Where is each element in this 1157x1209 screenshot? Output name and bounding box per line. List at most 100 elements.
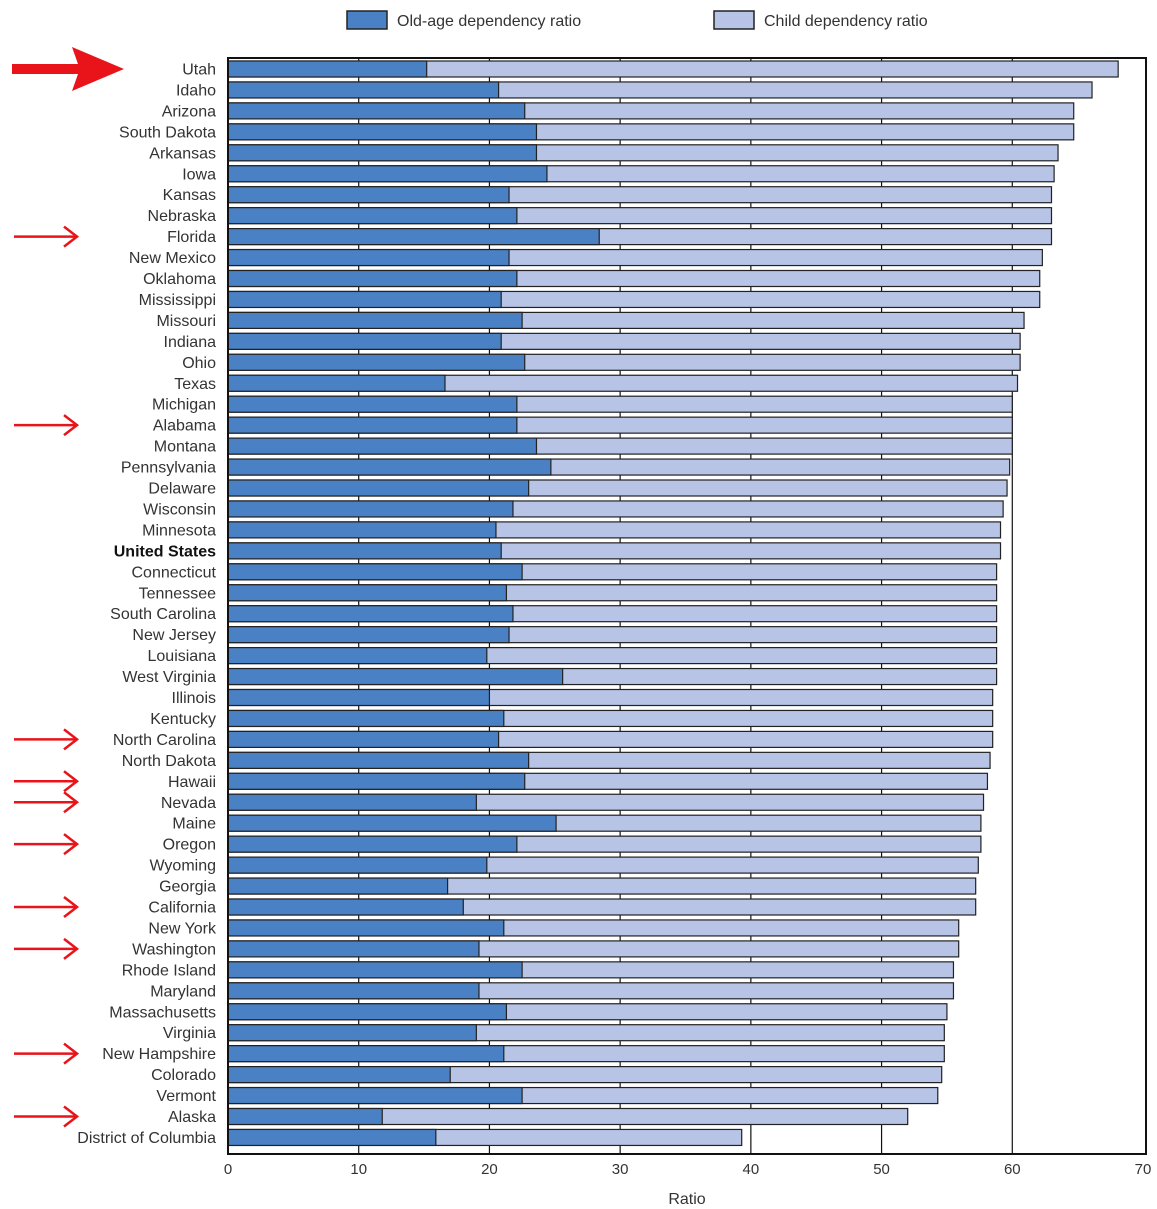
category-label-oregon: Oregon [163,837,216,854]
bar-old-age-minnesota [227,521,497,539]
bars [227,60,1119,1147]
category-label-delaware: Delaware [148,481,216,498]
bar-old-age-south-carolina [227,605,514,623]
bar-old-age-vermont [227,1086,523,1105]
category-label-kentucky: Kentucky [150,711,216,728]
bar-old-age-kansas [227,186,510,204]
category-label-south-carolina: South Carolina [110,606,216,623]
arrow-head [63,770,80,793]
bar-old-age-delaware [227,479,530,497]
bar-old-age-district-of-columbia [227,1128,437,1147]
bar-old-age-tennessee [227,584,508,602]
bar-old-age-indiana [227,332,502,350]
bar-old-age-north-carolina [227,730,500,749]
bar-old-age-michigan [227,395,518,413]
bar-old-age-ohio [227,353,526,371]
category-label-idaho: Idaho [176,82,216,99]
arrow-head [63,1042,80,1065]
arrow-icon-nevada [14,791,80,814]
category-label-maine: Maine [172,816,216,833]
category-label-new-hampshire: New Hampshire [102,1046,216,1063]
arrow-head [63,791,80,814]
category-label-massachusetts: Massachusetts [109,1004,216,1021]
bar-old-age-wyoming [227,856,488,874]
category-label-tennessee: Tennessee [139,585,216,602]
category-label-wyoming: Wyoming [149,858,216,875]
arrow-head [63,896,80,918]
x-axis-ticks: 0 10 20 30 40 50 60 70 [224,1161,1152,1178]
category-label-west-virginia: West Virginia [122,669,216,686]
category-label-arkansas: Arkansas [149,145,216,162]
category-label-indiana: Indiana [164,334,217,351]
arrow-head [63,414,80,437]
category-label-pennsylvania: Pennsylvania [121,460,216,477]
category-label-nebraska: Nebraska [148,208,217,225]
arrow-icon-new-hampshire [14,1042,80,1065]
bar-old-age-mississippi [227,290,502,309]
category-label-florida: Florida [167,229,216,246]
highlight-arrows [12,47,124,1128]
category-label-united-states: United States [114,543,216,560]
category-label-arizona: Arizona [162,103,216,120]
x-tick-label-10: 10 [350,1161,367,1178]
legend-label-child: Child dependency ratio [764,13,928,30]
bar-old-age-maryland [227,982,480,1000]
bar-old-age-west-virginia [227,667,564,686]
category-label-oklahoma: Oklahoma [143,271,216,288]
category-label-colorado: Colorado [151,1067,216,1084]
category-labels: Utah Idaho Arizona South Dakota Arkansas Iowa… [77,62,217,1147]
category-label-vermont: Vermont [156,1088,216,1105]
arrow-icon-alabama [14,414,80,437]
category-label-illinois: Illinois [172,690,216,707]
category-label-texas: Texas [174,376,216,393]
arrow-icon-florida [14,225,80,248]
category-label-wisconsin: Wisconsin [143,501,216,518]
arrow-head [63,833,80,856]
category-label-minnesota: Minnesota [142,522,216,539]
category-label-rhode-island: Rhode Island [122,962,216,979]
x-axis-title: Ratio [668,1191,705,1208]
category-label-south-dakota: South Dakota [119,124,216,141]
arrow-head [63,1105,80,1128]
bar-old-age-arkansas [227,144,538,162]
legend: Old-age dependency ratio Child dependenc… [346,10,928,30]
bar-old-age-alabama [227,416,518,434]
category-label-montana: Montana [154,439,216,456]
category-label-kansas: Kansas [163,187,216,204]
category-label-georgia: Georgia [159,879,216,896]
category-label-ohio: Ohio [182,355,216,372]
bar-old-age-utah [227,60,428,78]
bar-old-age-new-york [227,919,505,937]
bar-old-age-wisconsin [227,500,514,518]
bar-old-age-iowa [227,165,548,183]
x-tick-label-20: 20 [481,1161,498,1178]
arrow-icon-california [14,896,80,918]
bar-old-age-louisiana [227,646,488,665]
bar-old-age-connecticut [227,563,523,581]
category-label-north-dakota: North Dakota [122,753,216,770]
arrow-icon-hawaii [14,770,80,793]
bar-old-age-alaska [227,1107,383,1126]
bar-old-age-pennsylvania [227,458,552,476]
category-label-michigan: Michigan [152,397,216,414]
x-tick-label-30: 30 [612,1161,629,1178]
legend-swatch-old-age [346,10,388,30]
bar-old-age-idaho [227,81,500,99]
category-label-mississippi: Mississippi [139,292,216,309]
bar-old-age-georgia [227,877,449,895]
bar-old-age-montana [227,437,538,455]
bar-old-age-virginia [227,1024,477,1042]
category-label-north-carolina: North Carolina [113,732,216,749]
bar-old-age-oregon [227,835,518,853]
category-label-iowa: Iowa [182,166,216,183]
x-tick-label-70: 70 [1135,1161,1152,1178]
legend-label-old-age: Old-age dependency ratio [397,13,581,30]
category-label-new-york: New York [148,920,217,937]
arrow-head [63,728,80,751]
bar-old-age-rhode-island [227,961,523,979]
bar-old-age-colorado [227,1065,451,1084]
bar-old-age-north-dakota [227,751,530,769]
category-label-maryland: Maryland [150,983,216,1000]
arrow-icon-washington [14,937,80,960]
x-tick-label-60: 60 [1004,1161,1021,1178]
